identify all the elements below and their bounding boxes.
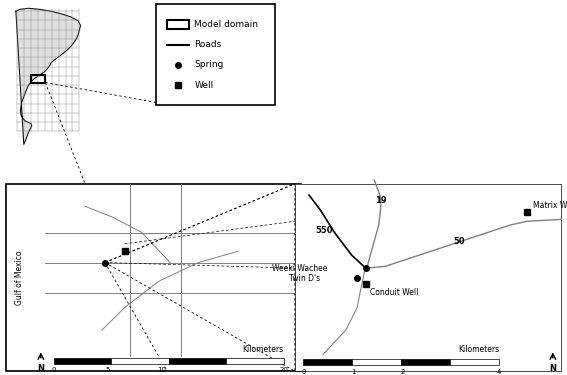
Text: 0: 0 [52,368,56,374]
Text: 0: 0 [301,369,306,375]
Text: Kilometers: Kilometers [242,345,284,354]
Bar [31,75,45,82]
Text: Weeki Wachee: Weeki Wachee [272,264,328,273]
Bar [167,20,189,29]
Bar [169,358,226,364]
Bar [303,359,352,365]
Text: Well: Well [194,81,214,90]
Text: 4: 4 [497,369,501,375]
Bar [295,184,561,371]
Text: N: N [37,364,44,373]
Text: Gulf of Mexico: Gulf of Mexico [15,250,24,305]
Text: 20: 20 [279,368,288,374]
Text: N: N [549,364,556,373]
Bar [156,4,275,105]
Text: 1: 1 [351,369,356,375]
Text: Roads: Roads [194,40,222,49]
Text: Model domain: Model domain [194,20,259,29]
Text: 2: 2 [400,369,405,375]
Bar [54,358,111,364]
Text: Kilometers: Kilometers [458,345,499,354]
Text: Conduit Well: Conduit Well [370,288,418,297]
Bar [401,359,450,365]
Text: 50: 50 [454,237,465,246]
Bar [6,184,301,371]
Bar [111,358,169,364]
Bar [352,359,401,365]
Text: Matrix Well: Matrix Well [533,201,567,210]
Bar [450,359,499,365]
Text: 550: 550 [316,226,333,235]
Text: 10: 10 [157,368,166,374]
Text: Spring: Spring [194,60,224,69]
Text: Twin D's: Twin D's [289,274,320,283]
Bar [226,358,284,364]
Text: 19: 19 [375,196,387,205]
Polygon shape [16,8,81,144]
Text: 5: 5 [105,368,110,374]
